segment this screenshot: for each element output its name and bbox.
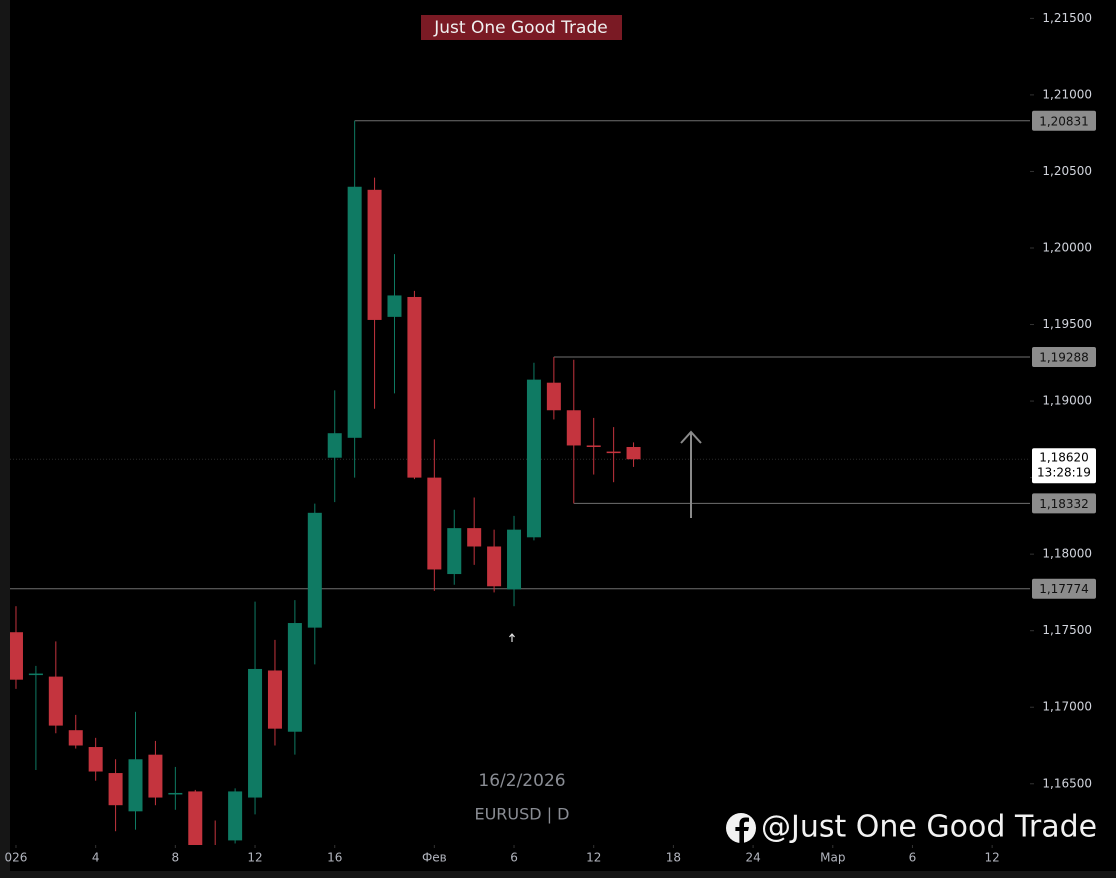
x-tick-label: 12 [247,851,262,865]
candle-body [108,773,123,806]
candle-body [267,670,282,729]
candle-body [10,632,23,680]
candle-body [28,673,43,676]
y-tick-label: 1,16500 [1042,776,1092,790]
level-label: 1,17774 [1039,582,1089,596]
level-label: 1,19288 [1039,350,1089,364]
x-tick-label: 12 [586,851,601,865]
y-tick-label: 1,17500 [1042,623,1092,637]
x-tick-label: 6 [510,851,518,865]
y-tick-label: 1,21500 [1042,11,1092,25]
frame-left [0,0,10,878]
candle-body [148,754,163,798]
x-tick-label: Фев [422,851,447,865]
candle-body [566,410,581,446]
x-tick-label: Мар [820,851,845,865]
candle-body [367,189,382,320]
candle-body [507,529,522,590]
candle-body [48,676,63,726]
candle-body [88,747,103,772]
y-tick-label: 1,19500 [1042,317,1092,331]
overlay: Just One Good Trade 16/2/2026 EURUSD | D… [421,15,1097,845]
x-tick-label: 6 [909,851,917,865]
level-label-box [1032,493,1096,514]
candle-body [427,477,442,570]
x-tick-label: 24 [745,851,760,865]
candle-body [546,382,561,411]
y-tick-label: 1,20000 [1042,240,1092,254]
x-tick-label: 026 [5,851,28,865]
candle-body [228,791,243,841]
candle-body [307,512,322,628]
candle-body [387,295,402,317]
plot-area [10,120,1030,845]
candle-body [467,528,482,547]
level-label-box [1032,578,1096,599]
x-tick-label: 18 [666,851,681,865]
candle-body [447,528,462,575]
last-price-box [1032,448,1096,484]
y-tick-label: 1,20500 [1042,164,1092,178]
up-arrow [680,430,702,518]
candle-body [606,451,621,454]
y-tick-label: 1,18000 [1042,547,1092,561]
candle-body [487,546,502,587]
candle-body [526,379,541,538]
candle-body [347,186,362,438]
countdown-label: 13:28:19 [1037,466,1091,480]
y-tick-label: 1,19000 [1042,394,1092,408]
x-tick-label: 16 [327,851,342,865]
candle-body [168,792,183,795]
watermark: @Just One Good Trade [761,810,1097,845]
candle-body [68,730,83,746]
level-label-box [1032,110,1096,131]
axes: 1,165001,170001,175001,180001,185001,190… [5,11,1096,865]
y-tick-label: 1,21000 [1042,87,1092,101]
candle-body [248,668,263,798]
y-tick-label: 1,17000 [1042,700,1092,714]
level-label-box [1032,346,1096,367]
x-tick-label: 8 [172,851,180,865]
candle-body [188,791,203,845]
x-tick-label: 4 [92,851,100,865]
chart-title: Just One Good Trade [433,18,607,38]
small-arrow [509,633,515,642]
x-tick-label: 12 [985,851,1000,865]
date-label: 16/2/2026 [478,771,565,791]
frame-bottom [0,871,1116,878]
candle-body [287,623,302,732]
candle-body [128,759,143,812]
candle-body [327,433,342,458]
level-label: 1,20831 [1039,114,1089,128]
level-label: 1,18332 [1039,497,1089,511]
title-box [421,15,622,40]
candle-body [407,296,422,478]
candle-body [626,446,641,460]
facebook-icon [726,813,756,844]
candle-body [586,445,601,447]
last-price-label: 1,18620 [1039,451,1089,465]
symbol-label: EURUSD | D [474,805,569,824]
